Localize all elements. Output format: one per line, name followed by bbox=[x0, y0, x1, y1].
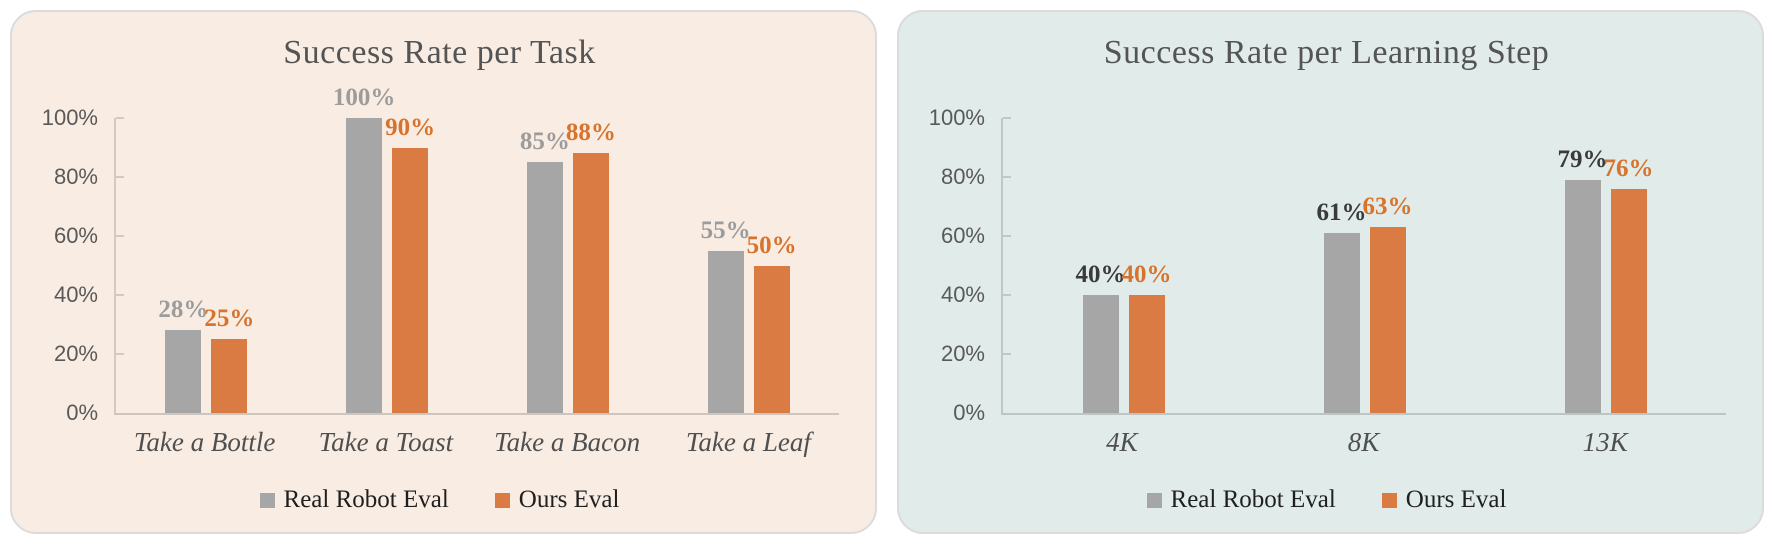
bar-value-label-ours-eval-take-a-leaf: 50% bbox=[746, 231, 797, 259]
bar-value-label-ours-eval-4k: 40% bbox=[1121, 261, 1172, 288]
bar-group-take-a-leaf: 55% 50% bbox=[658, 118, 839, 413]
y-tick-label-0: 0% bbox=[953, 400, 985, 425]
y-tick-label-100: 100% bbox=[928, 105, 985, 130]
y-tick-label-20: 20% bbox=[940, 341, 985, 366]
legend-item-ours-eval: Ours Eval bbox=[1381, 486, 1507, 514]
category-label-8k: 8K bbox=[1347, 427, 1380, 457]
legend: Real Robot Eval Ours Eval bbox=[927, 486, 1726, 514]
legend-item-ours-eval: Ours Eval bbox=[494, 486, 620, 514]
bar-value-label-real-robot-eval-8k: 61% bbox=[1316, 199, 1367, 227]
bar-ours-eval-take-a-bottle: 25% bbox=[204, 306, 254, 413]
bar-real-robot-eval-13k: 79% bbox=[1558, 147, 1608, 413]
bar-value-label-ours-eval-13k: 76% bbox=[1603, 154, 1654, 182]
bar-group-take-a-toast: 100% 90% bbox=[297, 85, 478, 413]
bar-real-robot-eval-take-a-bottle: 28% bbox=[158, 297, 208, 413]
bar-group-8k: 61% 63% bbox=[1244, 118, 1485, 413]
bar-group-take-a-bacon: 85% 88% bbox=[478, 118, 659, 413]
bar-ours-eval-take-a-bacon: 88% bbox=[566, 120, 616, 413]
bar-group-take-a-bottle: 28% 25% bbox=[116, 118, 297, 413]
category-label-take-a-bacon: Take a Bacon bbox=[494, 427, 641, 457]
legend-swatch-ours-eval bbox=[1381, 492, 1397, 508]
tick-mark-60 bbox=[1003, 235, 1011, 237]
legend-swatch-real-robot-eval bbox=[1146, 492, 1162, 508]
chart-panel-success-rate-per-task: Success Rate per Task 0% 20% 40% 60% 80% 100%… bbox=[10, 10, 877, 534]
chart-body: 0% 20% 40% 60% 80% 100% 28% 25% 100% 90% 85% 88% 55… bbox=[40, 85, 839, 424]
tick-mark-60 bbox=[116, 235, 124, 237]
bar-value-label-real-robot-eval-take-a-toast: 100% bbox=[332, 84, 396, 111]
bar-group-13k: 79% 76% bbox=[1485, 118, 1726, 413]
bar-value-label-real-robot-eval-take-a-bacon: 85% bbox=[519, 128, 570, 156]
chart-title: Success Rate per Learning Step bbox=[1103, 34, 1550, 71]
y-axis: 0% 20% 40% 60% 80% 100% bbox=[40, 107, 114, 424]
bar-group-4k: 40% 40% bbox=[1003, 118, 1244, 413]
tick-mark-100 bbox=[116, 117, 124, 119]
bar-value-label-ours-eval-take-a-bacon: 88% bbox=[565, 119, 616, 147]
x-axis-labels: Take a Bottle Take a Toast Take a Bacon Tak… bbox=[114, 427, 839, 458]
tick-mark-80 bbox=[116, 176, 124, 178]
y-axis: 0% 20% 40% 60% 80% 100% bbox=[927, 107, 1001, 424]
category-label-take-a-toast: Take a Toast bbox=[318, 427, 454, 457]
bar-real-robot-eval-8k: 61% bbox=[1317, 200, 1367, 413]
legend: Real Robot Eval Ours Eval bbox=[40, 486, 839, 514]
legend-label-real-robot-eval: Real Robot Eval bbox=[283, 486, 449, 513]
y-tick-label-60: 60% bbox=[53, 223, 98, 248]
bar-value-label-real-robot-eval-4k: 40% bbox=[1075, 261, 1126, 288]
tick-mark-100 bbox=[1003, 117, 1011, 119]
category-label-take-a-bottle: Take a Bottle bbox=[133, 427, 276, 457]
bar-real-robot-eval-take-a-bacon: 85% bbox=[520, 129, 570, 413]
bar-real-robot-eval-4k: 40% bbox=[1076, 262, 1126, 413]
tick-mark-40 bbox=[116, 294, 124, 296]
y-tick-label-40: 40% bbox=[53, 282, 98, 307]
y-tick-label-100: 100% bbox=[41, 105, 98, 130]
legend-label-real-robot-eval: Real Robot Eval bbox=[1170, 486, 1336, 513]
legend-label-ours-eval: Ours Eval bbox=[518, 486, 620, 513]
y-tick-label-20: 20% bbox=[53, 341, 98, 366]
legend-swatch-real-robot-eval bbox=[259, 492, 275, 508]
tick-mark-80 bbox=[1003, 176, 1011, 178]
bar-value-label-real-robot-eval-take-a-bottle: 28% bbox=[158, 296, 209, 324]
tick-mark-40 bbox=[1003, 294, 1011, 296]
plot-area: 40% 40% 61% 63% 79% 76% bbox=[1001, 117, 1726, 415]
tick-mark-20 bbox=[1003, 353, 1011, 355]
y-tick-label-60: 60% bbox=[940, 223, 985, 248]
bar-ours-eval-take-a-toast: 90% bbox=[385, 115, 435, 413]
bar-real-robot-eval-take-a-leaf: 55% bbox=[701, 218, 751, 413]
bar-ours-eval-8k: 63% bbox=[1363, 194, 1413, 413]
plot-area: 28% 25% 100% 90% 85% 88% 55% 50% bbox=[114, 85, 839, 415]
legend-swatch-ours-eval bbox=[494, 492, 510, 508]
category-label-take-a-leaf: Take a Leaf bbox=[685, 427, 811, 457]
bar-groups: 28% 25% 100% 90% 85% 88% 55% 50% bbox=[116, 85, 839, 413]
bar-value-label-real-robot-eval-13k: 79% bbox=[1557, 145, 1608, 173]
bar-value-label-ours-eval-8k: 63% bbox=[1362, 193, 1413, 221]
bar-groups: 40% 40% 61% 63% 79% 76% bbox=[1003, 118, 1726, 413]
bar-real-robot-eval-take-a-toast: 100% bbox=[333, 85, 395, 413]
y-tick-label-80: 80% bbox=[53, 164, 98, 189]
chart-panel-success-rate-per-learning-step: Success Rate per Learning Step 0% 20% 40% 6… bbox=[897, 10, 1764, 534]
bar-value-label-ours-eval-take-a-bottle: 25% bbox=[204, 305, 255, 333]
y-tick-label-0: 0% bbox=[66, 400, 98, 425]
x-axis-labels: 4K 8K 13K bbox=[1001, 427, 1726, 458]
legend-label-ours-eval: Ours Eval bbox=[1405, 486, 1507, 513]
bar-ours-eval-take-a-leaf: 50% bbox=[747, 233, 797, 413]
tick-mark-20 bbox=[116, 353, 124, 355]
bar-value-label-real-robot-eval-take-a-leaf: 55% bbox=[700, 216, 751, 244]
chart-title: Success Rate per Task bbox=[283, 34, 596, 71]
legend-item-real-robot-eval: Real Robot Eval bbox=[259, 486, 449, 514]
chart-body: 0% 20% 40% 60% 80% 100% 40% 40% 61% 63% 79% 76% bbox=[927, 107, 1726, 424]
bar-ours-eval-4k: 40% bbox=[1122, 262, 1172, 413]
bar-value-label-ours-eval-take-a-toast: 90% bbox=[385, 113, 436, 141]
y-tick-label-80: 80% bbox=[940, 164, 985, 189]
bar-ours-eval-13k: 76% bbox=[1604, 156, 1654, 413]
legend-item-real-robot-eval: Real Robot Eval bbox=[1146, 486, 1336, 514]
y-tick-label-40: 40% bbox=[940, 282, 985, 307]
category-label-13k: 13K bbox=[1582, 427, 1628, 457]
category-label-4k: 4K bbox=[1106, 427, 1138, 457]
